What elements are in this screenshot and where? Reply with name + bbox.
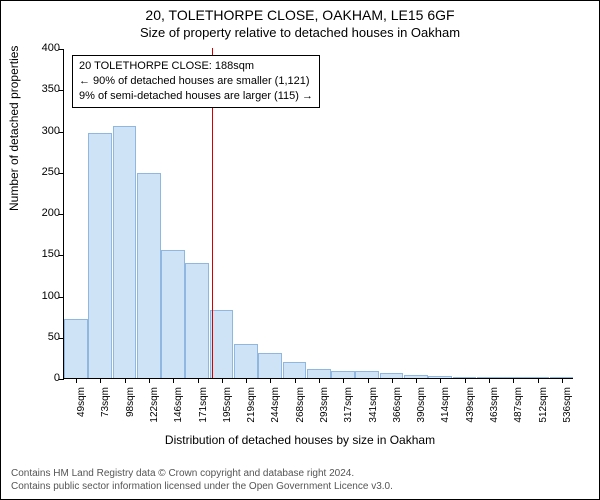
x-tick-mark <box>440 378 441 383</box>
x-tick-mark <box>513 378 514 383</box>
histogram-bar <box>258 353 282 378</box>
x-tick-mark <box>319 378 320 383</box>
x-tick-mark <box>538 378 539 383</box>
x-tick-label: 293sqm <box>319 387 330 427</box>
x-tick-label: 219sqm <box>246 387 257 427</box>
x-tick-mark <box>416 378 417 383</box>
y-tick-label: 400 <box>26 42 60 54</box>
y-tick-label: 350 <box>26 83 60 95</box>
histogram-bar <box>64 319 88 378</box>
histogram-bar <box>137 173 161 378</box>
y-tick-label: 250 <box>26 166 60 178</box>
x-tick-mark <box>465 378 466 383</box>
y-tick-label: 0 <box>26 372 60 384</box>
attribution-line-2: Contains public sector information licen… <box>11 480 393 493</box>
x-tick-mark <box>173 378 174 383</box>
y-tick-mark <box>59 255 64 256</box>
x-tick-mark <box>270 378 271 383</box>
x-tick-label: 49sqm <box>76 387 87 427</box>
annotation-line-2: ← 90% of detached houses are smaller (1,… <box>79 74 313 89</box>
x-tick-label: 390sqm <box>416 387 427 427</box>
x-tick-label: 487sqm <box>513 387 524 427</box>
x-tick-label: 73sqm <box>100 387 111 427</box>
x-tick-mark <box>295 378 296 383</box>
x-tick-label: 463sqm <box>489 387 500 427</box>
annotation-box: 20 TOLETHORPE CLOSE: 188sqm ← 90% of det… <box>72 55 320 108</box>
y-tick-mark <box>59 49 64 50</box>
histogram-bar <box>234 344 258 378</box>
x-tick-mark <box>343 378 344 383</box>
x-tick-label: 195sqm <box>222 387 233 427</box>
x-tick-mark <box>198 378 199 383</box>
attribution-line-1: Contains HM Land Registry data © Crown c… <box>11 467 393 480</box>
histogram-bar <box>355 371 379 378</box>
x-tick-label: 317sqm <box>343 387 354 427</box>
histogram-bar <box>161 250 185 378</box>
x-tick-label: 244sqm <box>270 387 281 427</box>
y-tick-mark <box>59 173 64 174</box>
x-tick-mark <box>562 378 563 383</box>
y-tick-mark <box>59 90 64 91</box>
x-tick-label: 414sqm <box>440 387 451 427</box>
y-tick-mark <box>59 214 64 215</box>
x-tick-label: 512sqm <box>538 387 549 427</box>
y-tick-mark <box>59 379 64 380</box>
x-tick-label: 439sqm <box>465 387 476 427</box>
y-tick-mark <box>59 132 64 133</box>
histogram-bar <box>88 133 112 378</box>
x-tick-label: 366sqm <box>392 387 403 427</box>
x-tick-mark <box>222 378 223 383</box>
histogram-bar <box>210 310 234 378</box>
x-tick-mark <box>392 378 393 383</box>
y-tick-label: 150 <box>26 248 60 260</box>
y-axis-label: Number of detached properties <box>7 46 21 211</box>
x-tick-label: 341sqm <box>368 387 379 427</box>
histogram-bar <box>113 126 137 378</box>
chart-container: 20, TOLETHORPE CLOSE, OAKHAM, LE15 6GF S… <box>0 0 600 500</box>
x-tick-label: 98sqm <box>125 387 136 427</box>
x-tick-mark <box>149 378 150 383</box>
annotation-line-3: 9% of semi-detached houses are larger (1… <box>79 89 313 104</box>
x-tick-label: 268sqm <box>295 387 306 427</box>
x-axis-label: Distribution of detached houses by size … <box>1 433 599 447</box>
y-tick-label: 100 <box>26 290 60 302</box>
chart-address-title: 20, TOLETHORPE CLOSE, OAKHAM, LE15 6GF <box>1 7 599 23</box>
y-tick-label: 50 <box>26 331 60 343</box>
x-tick-mark <box>125 378 126 383</box>
plot-area: 05010015020025030035040049sqm73sqm98sqm1… <box>63 49 573 379</box>
attribution: Contains HM Land Registry data © Crown c… <box>11 467 393 493</box>
x-tick-mark <box>368 378 369 383</box>
x-tick-label: 536sqm <box>562 387 573 427</box>
x-tick-label: 171sqm <box>198 387 209 427</box>
histogram-bar <box>307 369 331 378</box>
x-tick-mark <box>246 378 247 383</box>
x-tick-mark <box>100 378 101 383</box>
x-tick-mark <box>76 378 77 383</box>
y-tick-label: 300 <box>26 125 60 137</box>
chart-subtitle: Size of property relative to detached ho… <box>1 25 599 40</box>
y-tick-label: 200 <box>26 207 60 219</box>
x-tick-mark <box>489 378 490 383</box>
x-tick-label: 122sqm <box>149 387 160 427</box>
histogram-bar <box>185 263 209 379</box>
y-tick-mark <box>59 297 64 298</box>
annotation-line-1: 20 TOLETHORPE CLOSE: 188sqm <box>79 59 313 74</box>
x-tick-label: 146sqm <box>173 387 184 427</box>
histogram-bar <box>331 371 355 378</box>
histogram-bar <box>283 362 307 379</box>
